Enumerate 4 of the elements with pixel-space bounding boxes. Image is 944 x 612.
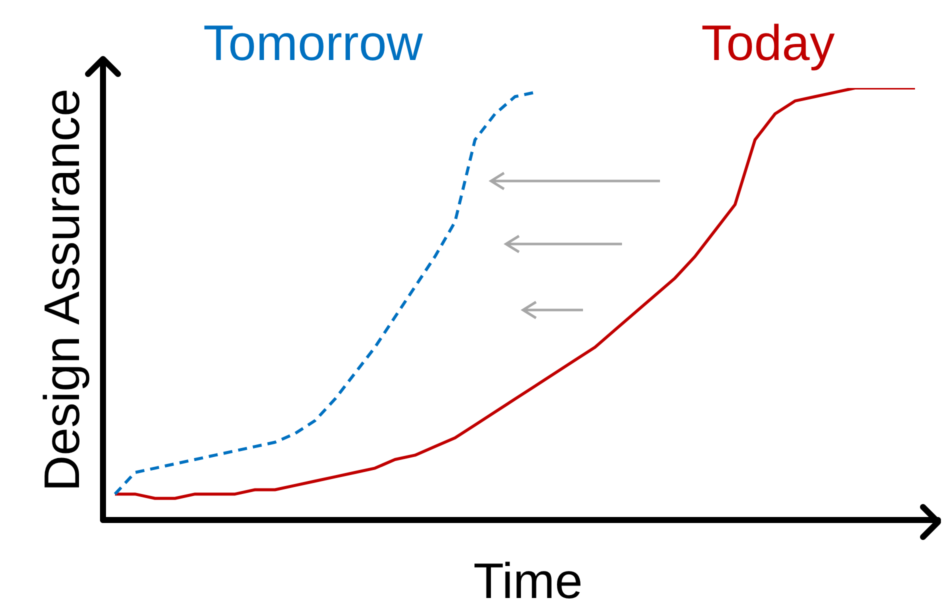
series-label: Tomorrow [203,15,423,71]
series-label: Today [701,15,835,71]
x-axis-title: Time [473,553,583,609]
y-axis-title: Design Assurance [34,88,90,492]
